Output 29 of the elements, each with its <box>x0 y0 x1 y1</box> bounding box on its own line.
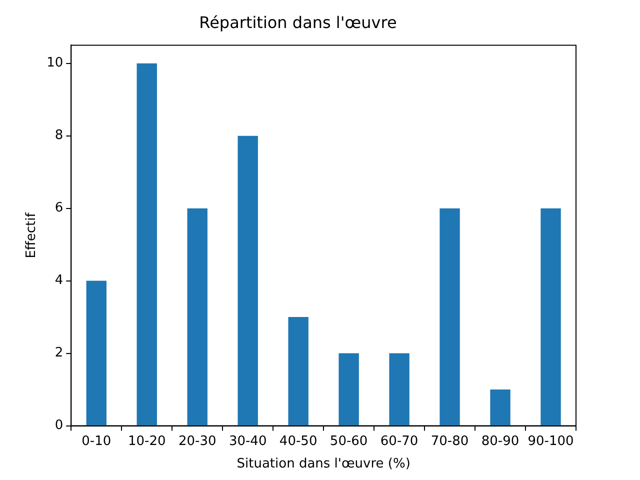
bar <box>540 208 561 426</box>
x-tick-label: 0-10 <box>82 434 112 449</box>
y-tick-label: 8 <box>54 128 64 144</box>
x-tick-label: 90-100 <box>528 434 574 449</box>
y-tick-label: 4 <box>54 273 64 288</box>
x-tick-label: 80-90 <box>481 434 520 449</box>
bar <box>440 208 460 426</box>
bar <box>187 208 208 426</box>
bar <box>490 390 510 426</box>
x-axis-title: Situation dans l'œuvre (%) <box>236 456 410 472</box>
x-tick-label: 70-80 <box>430 434 469 449</box>
x-tick-label: 30-40 <box>228 434 267 449</box>
x-tick-label: 50-60 <box>330 434 368 449</box>
y-tick-label: 6 <box>54 200 64 216</box>
x-tick-label: 20-30 <box>178 434 216 449</box>
bar <box>288 317 308 426</box>
y-tick-label: 0 <box>54 418 64 434</box>
chart-title: Répartition dans l'œuvre <box>199 12 397 32</box>
bar <box>238 136 258 426</box>
x-tick-label: 10-20 <box>128 434 166 449</box>
x-tick-label: 60-70 <box>380 434 418 449</box>
bar <box>136 63 157 426</box>
x-tick-label: 40-50 <box>279 434 318 449</box>
y-tick-label: 2 <box>54 346 64 361</box>
bar <box>338 353 359 426</box>
y-axis-title: Effectif <box>24 212 40 258</box>
bar <box>86 280 106 426</box>
bar <box>389 353 410 426</box>
y-tick-label: 10 <box>46 56 64 71</box>
